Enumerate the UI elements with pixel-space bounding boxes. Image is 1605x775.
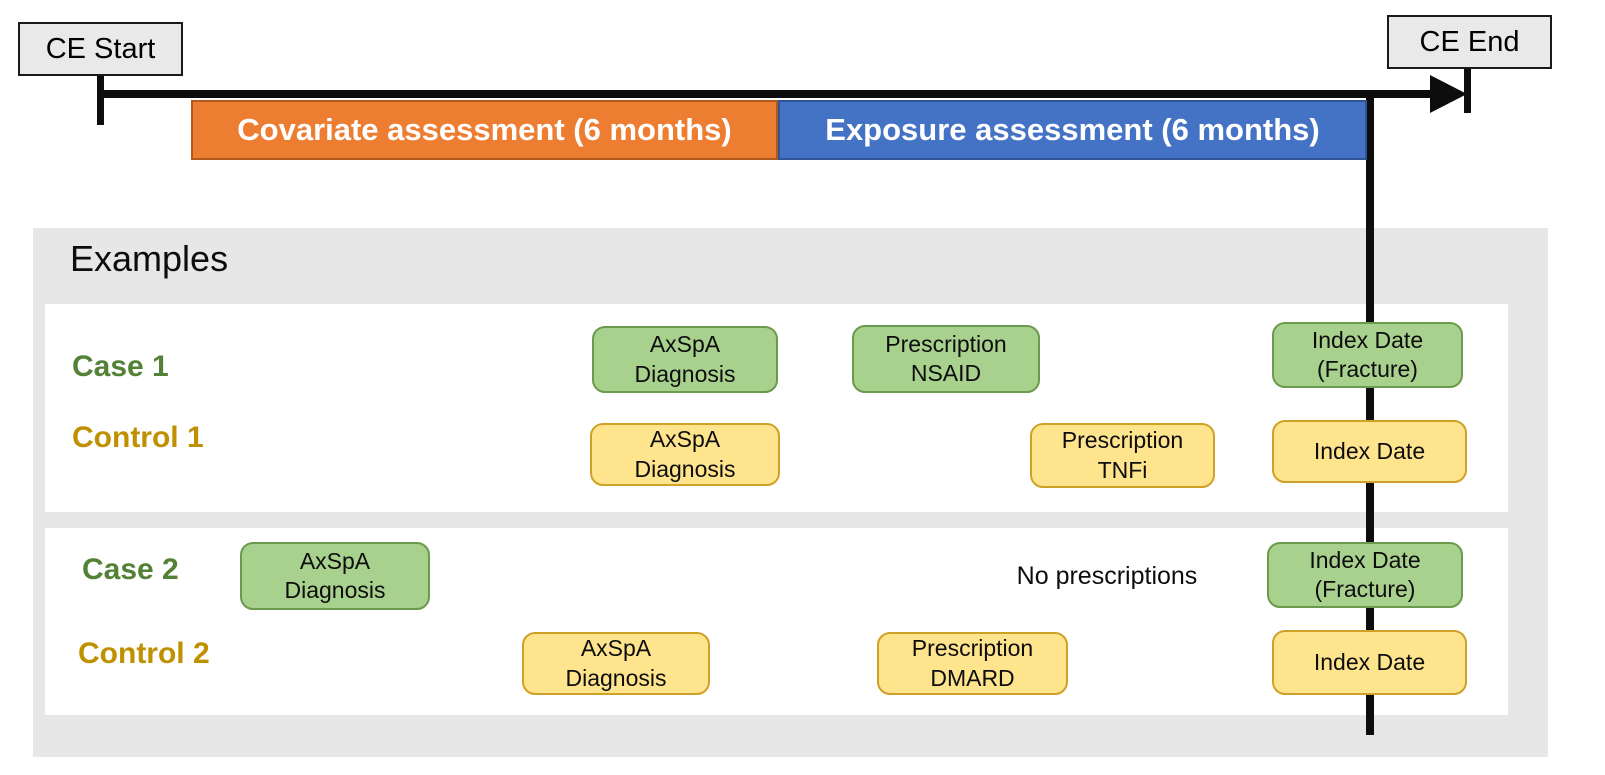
control2-prescription-box: Prescription DMARD <box>877 632 1068 695</box>
control1-diagnosis-box: AxSpA Diagnosis <box>590 423 780 486</box>
timeline-arrowhead-icon <box>1430 75 1467 113</box>
covariate-assessment-bar: Covariate assessment (6 months) <box>191 100 778 160</box>
case1-diagnosis-box: AxSpA Diagnosis <box>592 326 778 393</box>
ce-start-tick <box>97 72 104 125</box>
ce-end-box: CE End <box>1387 15 1552 69</box>
control-1-label: Control 1 <box>72 421 204 454</box>
case2-no-prescriptions-note: No prescriptions <box>1016 562 1198 590</box>
examples-title: Examples <box>70 238 229 279</box>
case1-index-date-box: Index Date (Fracture) <box>1272 322 1463 388</box>
case-2-label: Case 2 <box>82 553 179 586</box>
control1-prescription-box: Prescription TNFi <box>1030 423 1215 488</box>
ce-end-label: CE End <box>1419 25 1520 58</box>
case-1-label: Case 1 <box>72 350 169 383</box>
ce-start-label: CE Start <box>45 32 156 65</box>
control1-index-date-box: Index Date <box>1272 420 1467 483</box>
control-2-label: Control 2 <box>78 637 210 670</box>
case1-prescription-box: Prescription NSAID <box>852 325 1040 393</box>
exposure-assessment-bar: Exposure assessment (6 months) <box>778 100 1367 160</box>
index-date-line <box>1366 96 1374 735</box>
covariate-assessment-label: Covariate assessment (6 months) <box>237 112 732 147</box>
ce-end-tick <box>1464 65 1471 113</box>
exposure-assessment-label: Exposure assessment (6 months) <box>825 112 1320 147</box>
ce-start-box: CE Start <box>18 22 183 76</box>
timeline-axis <box>100 90 1436 98</box>
case2-diagnosis-box: AxSpA Diagnosis <box>240 542 430 610</box>
case2-index-date-box: Index Date (Fracture) <box>1267 542 1463 608</box>
control2-index-date-box: Index Date <box>1272 630 1467 695</box>
control2-diagnosis-box: AxSpA Diagnosis <box>522 632 710 695</box>
